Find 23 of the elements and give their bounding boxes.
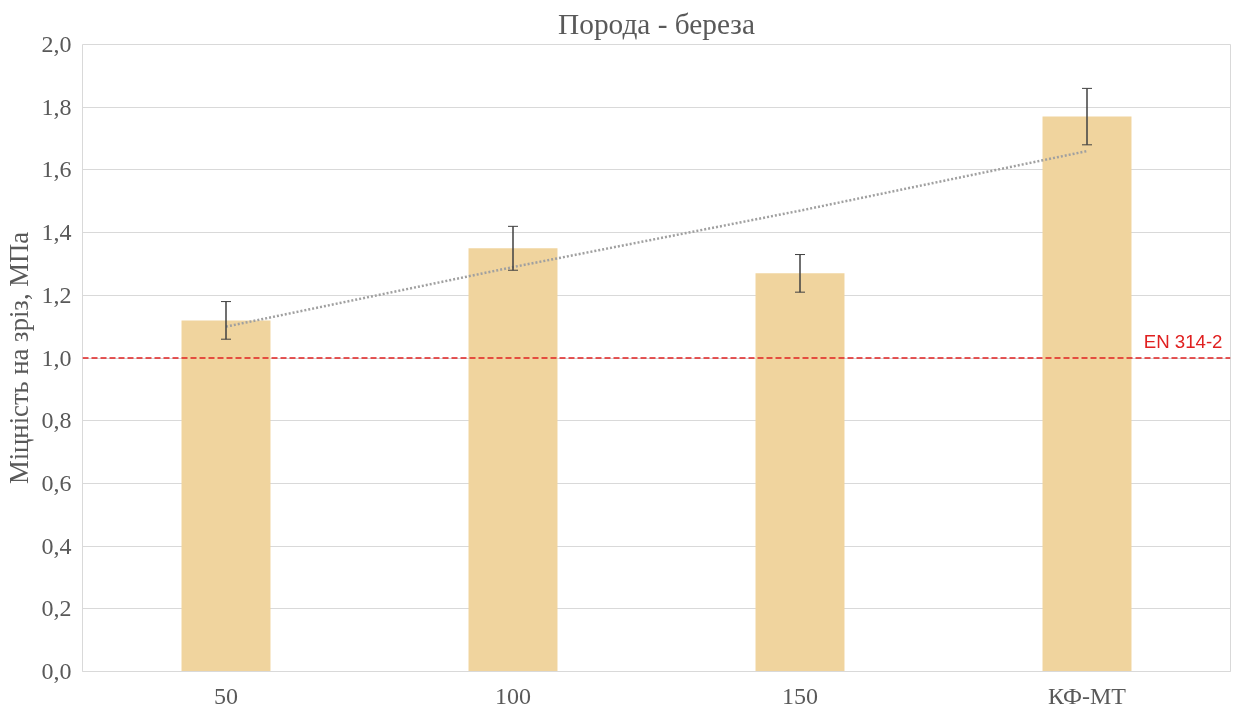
- y-tick-label: 1,4: [41, 219, 72, 246]
- y-tick-label: 1,6: [41, 156, 72, 183]
- x-tick-label: 50: [214, 682, 238, 709]
- y-tick-label: 0,4: [41, 532, 72, 559]
- y-axis-title: Міцність на зріз, МПа: [3, 231, 34, 485]
- y-tick-label: 0,8: [41, 407, 72, 434]
- bar: [468, 248, 558, 672]
- chart-title: Порода - береза: [558, 7, 755, 40]
- line-series: [224, 149, 1089, 328]
- y-tick-label: 0,6: [41, 469, 72, 496]
- y-tick-label: 1,8: [41, 93, 72, 120]
- bar: [1042, 116, 1132, 672]
- ref-line-label: EN 314-2: [1143, 331, 1223, 352]
- y-tick-label: 2,0: [41, 31, 72, 57]
- y-tick-label: 1,2: [41, 281, 72, 308]
- y-tick-label: 0,2: [41, 595, 72, 622]
- x-tick-label: 100: [495, 682, 531, 709]
- bar: [755, 273, 845, 672]
- y-tick-label: 0,0: [41, 658, 72, 684]
- bar: [181, 320, 271, 672]
- x-tick-label: КФ-МТ: [1048, 682, 1127, 709]
- x-tick-label: 150: [782, 682, 818, 709]
- y-tick-label: 1,0: [41, 344, 72, 371]
